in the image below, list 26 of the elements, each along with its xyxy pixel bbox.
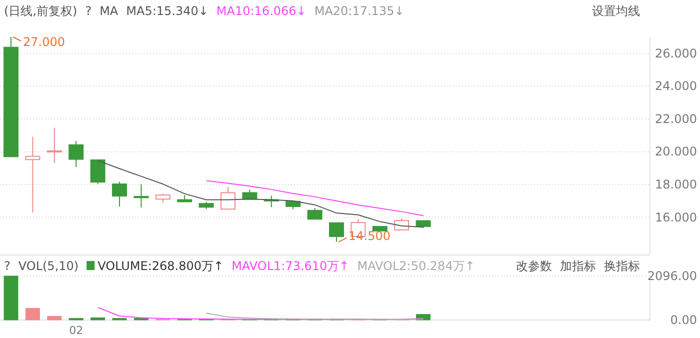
text: 设置均线	[592, 4, 640, 18]
text: MA20:17.135↓	[314, 4, 404, 18]
text: MAVOL2:50.284万↑	[357, 259, 475, 273]
text: MA10:16.066↓	[216, 4, 306, 18]
text: MA5:15.340↓	[126, 4, 208, 18]
text: 加指标	[560, 259, 596, 273]
y-tick-label: 20.000	[655, 144, 697, 159]
x-tick-label: 02	[69, 324, 84, 337]
y-tick-label: 24.000	[655, 79, 697, 94]
text: VOL(5,10)	[18, 259, 79, 273]
y-tick-label: 26.000	[655, 46, 697, 60]
text: 换指标	[604, 259, 640, 273]
text: (日线,前复权)	[4, 4, 78, 18]
y-tick-label: 18.000	[655, 178, 697, 192]
y-tick-label: 2096.00	[647, 269, 697, 283]
y-tick-label: 22.000	[655, 112, 697, 126]
legend-label: VOLUME:268.800万↑	[98, 259, 224, 273]
text: MA	[100, 4, 119, 18]
y-tick-label: 16.000	[655, 210, 697, 224]
text: 改参数	[516, 259, 552, 273]
text: ?	[85, 4, 92, 18]
annotation: 14.500	[348, 228, 390, 243]
annotation: 27.000	[23, 35, 65, 49]
text: ?	[4, 259, 10, 273]
y-tick-label: 0.00	[670, 313, 697, 327]
text: MAVOL1:73.610万↑	[232, 259, 350, 273]
